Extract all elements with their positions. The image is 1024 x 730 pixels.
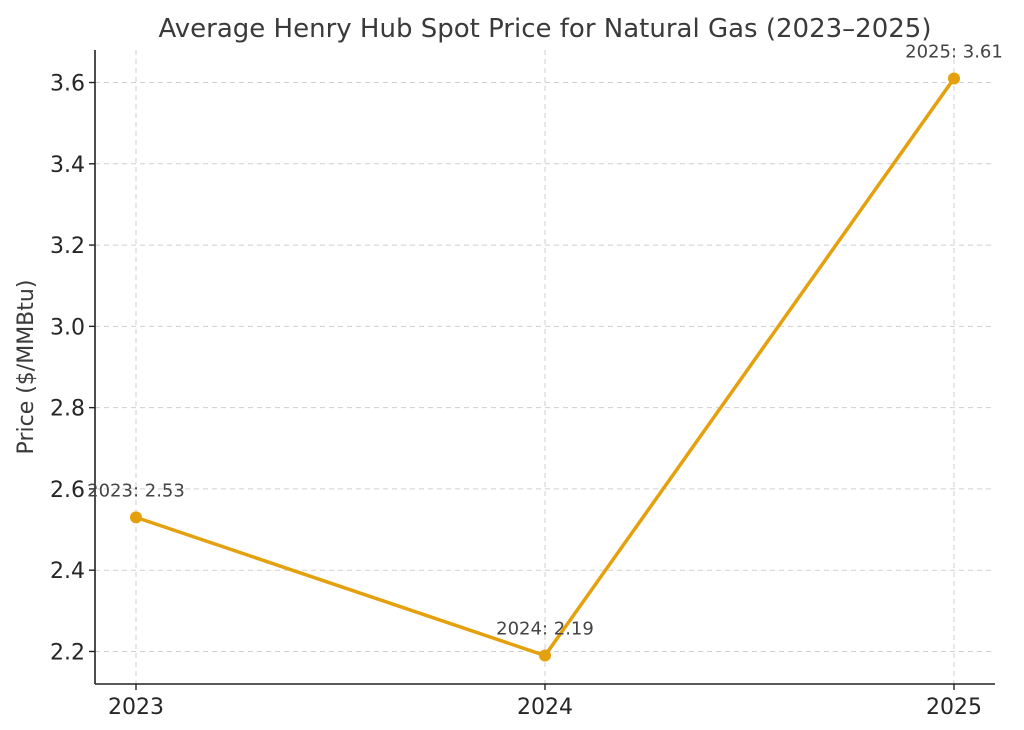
series-layer bbox=[130, 72, 960, 662]
y-tick-label: 2.8 bbox=[50, 397, 85, 422]
chart-title: Average Henry Hub Spot Price for Natural… bbox=[159, 14, 932, 44]
y-tick-label: 2.4 bbox=[50, 559, 85, 584]
y-tick-label: 2.2 bbox=[50, 640, 85, 665]
data-label-layer: 2023: 2.53 2024: 2.19 2025: 3.61 bbox=[87, 41, 1003, 639]
data-point bbox=[130, 511, 142, 524]
y-tick-label: 3.6 bbox=[50, 72, 85, 97]
x-tick-label: 2024 bbox=[517, 695, 573, 720]
data-point bbox=[948, 72, 960, 85]
data-label: 2024: 2.19 bbox=[496, 619, 594, 640]
x-tick-label: 2023 bbox=[108, 695, 164, 720]
y-tick-label: 2.6 bbox=[50, 478, 85, 503]
y-axis-label: Price ($/MMBtu) bbox=[14, 280, 39, 455]
y-tick-label: 3.0 bbox=[50, 315, 85, 340]
grid-layer bbox=[95, 50, 995, 684]
y-tick-label: 3.4 bbox=[50, 153, 85, 178]
y-tick-label: 3.2 bbox=[50, 234, 85, 259]
data-point bbox=[539, 649, 551, 662]
data-label: 2025: 3.61 bbox=[905, 41, 1003, 62]
tick-layer: 2.2 2.4 2.6 2.8 3.0 3.2 3.4 3.6 2023 2024 2025 bbox=[50, 72, 982, 720]
data-label: 2023: 2.53 bbox=[87, 480, 185, 501]
x-tick-label: 2025 bbox=[926, 695, 982, 720]
